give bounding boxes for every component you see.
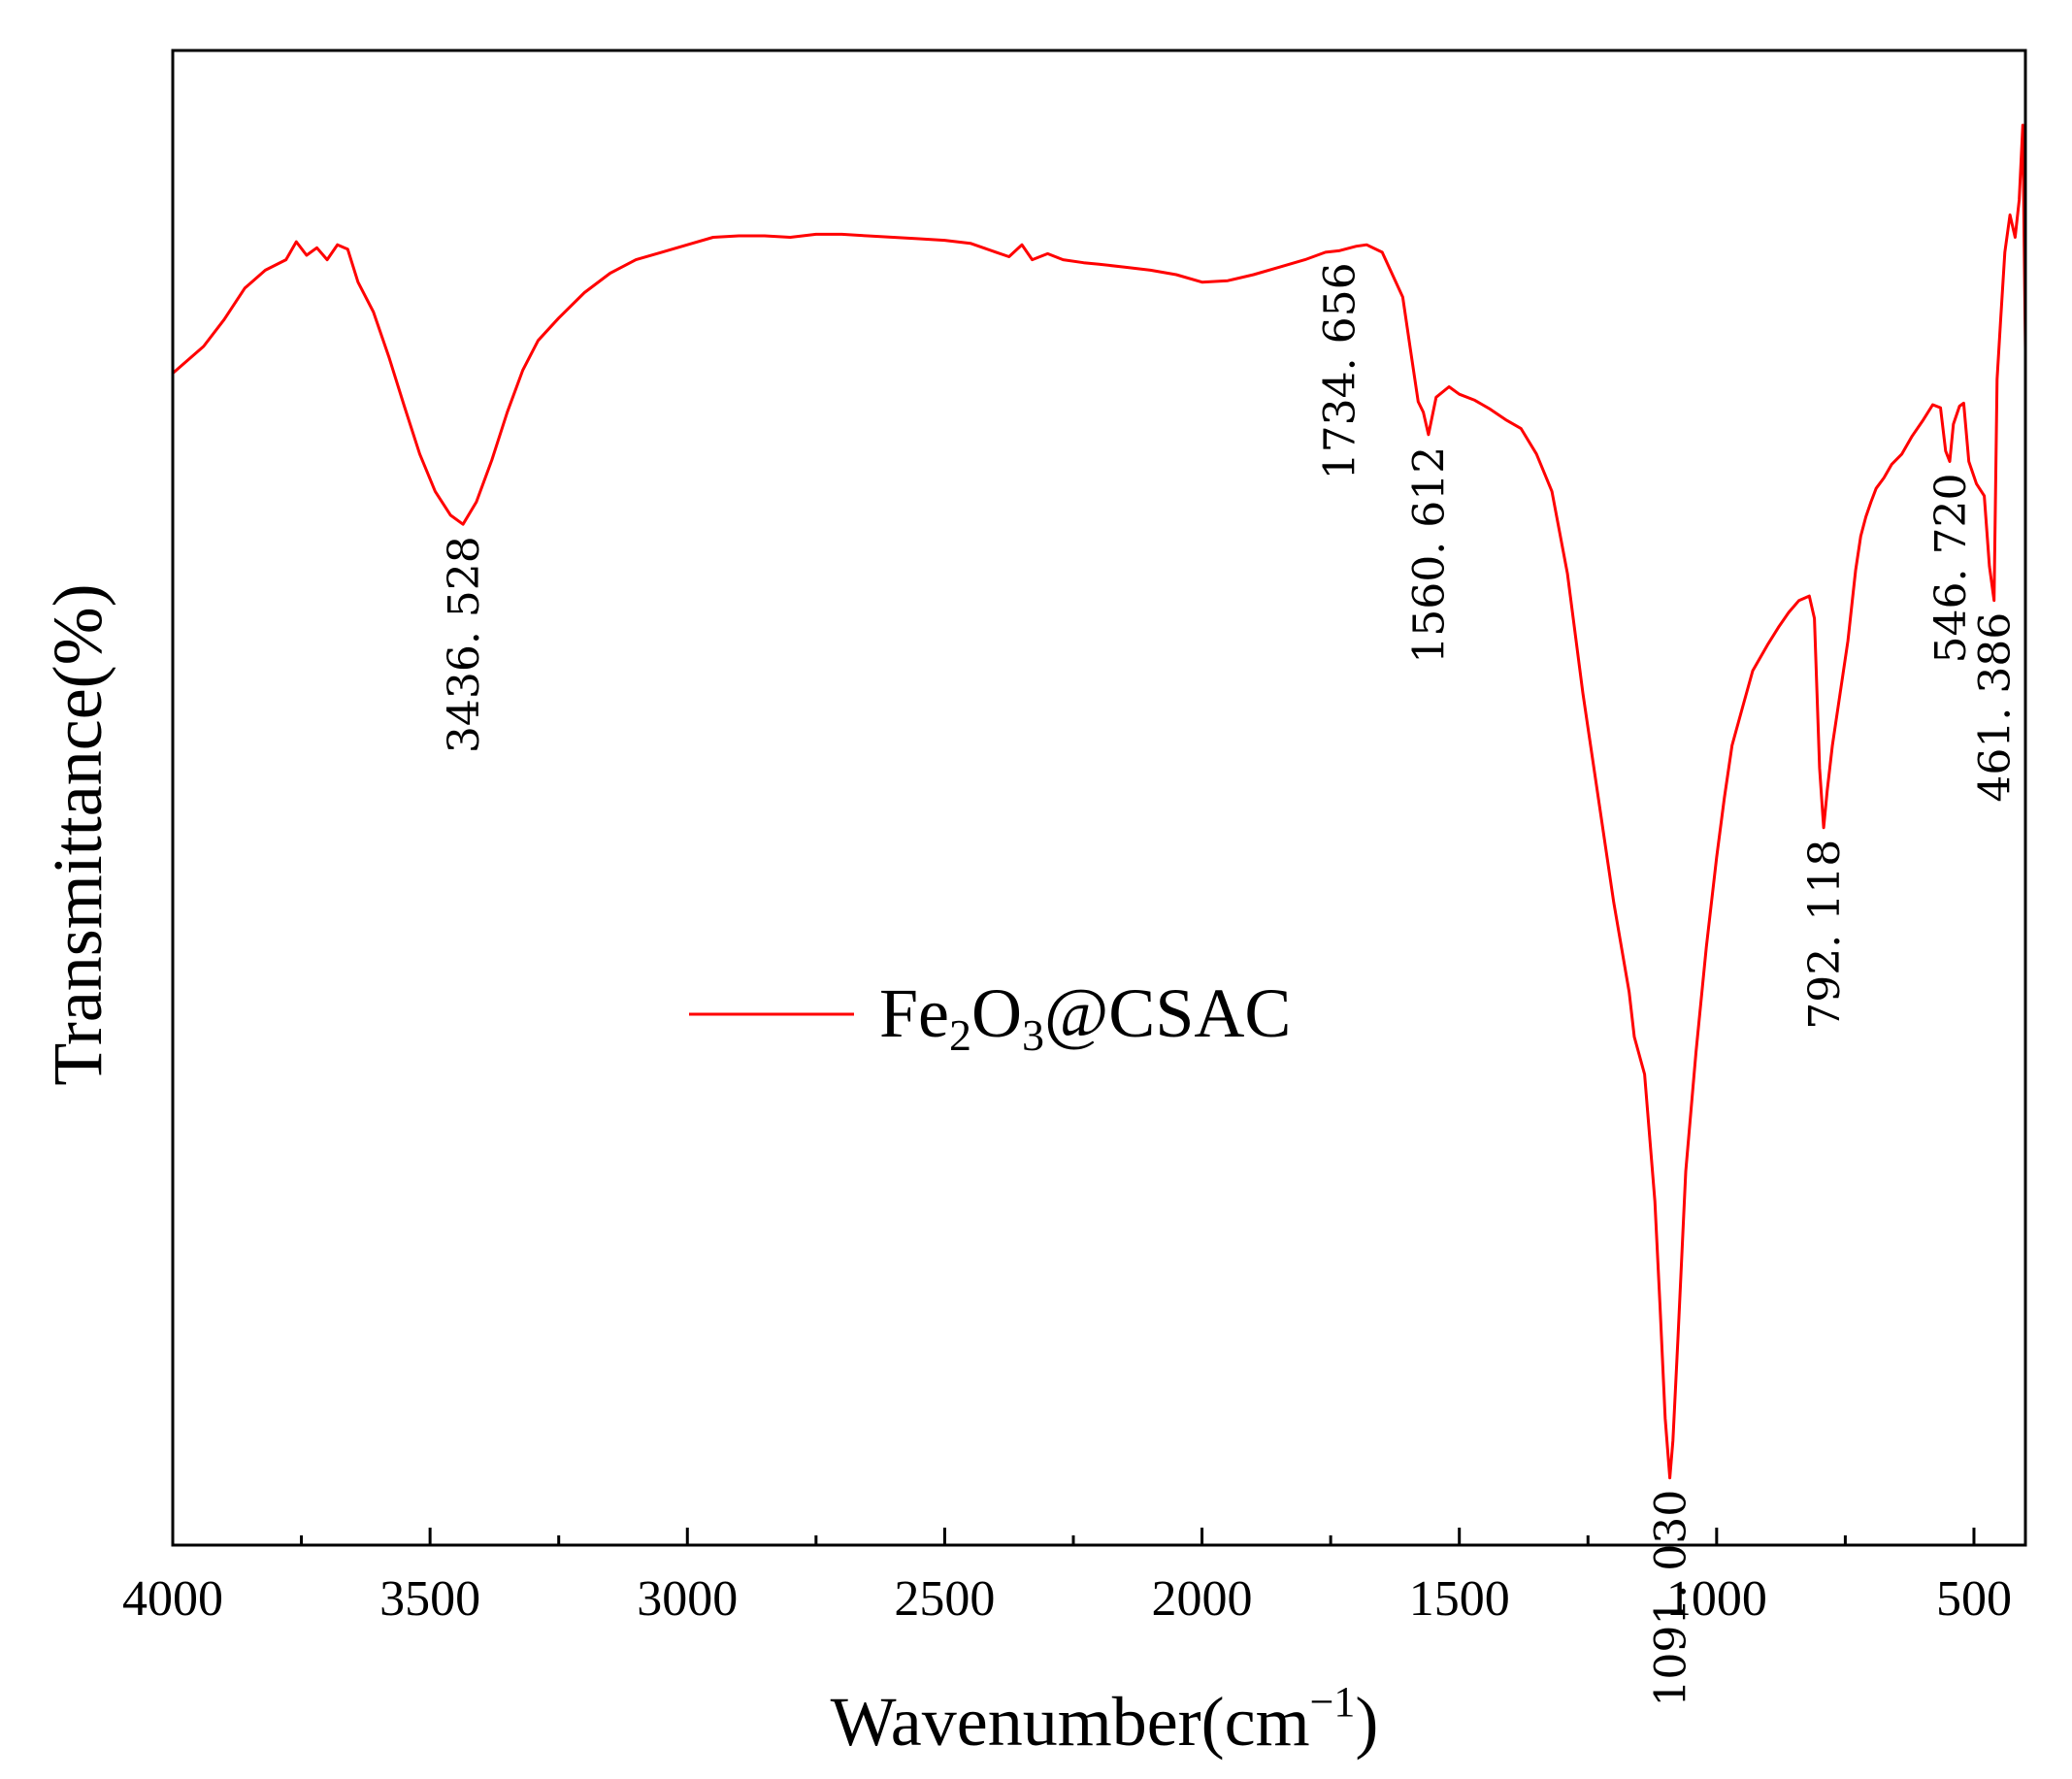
series-line-0	[172, 123, 2027, 1480]
plot-frame	[171, 49, 2027, 1547]
legend-label: Fe2O3@CSAC	[879, 974, 1291, 1060]
x-tick-label-3500: 3500	[379, 1571, 480, 1627]
x-tick-label-2500: 2500	[894, 1571, 995, 1627]
x-tick-label-4000: 4000	[122, 1571, 223, 1627]
x-axis-title: Wavenumber(cm−1)	[831, 1678, 1379, 1761]
plot-area: 3436. 528 1734. 656 1560. 612 1091. 030 792.…	[172, 123, 2027, 1707]
peak-label-3: 1091. 030	[1647, 1490, 1696, 1707]
legend: Fe2O3@CSAC	[689, 974, 1291, 1060]
peak-label-1: 1734. 656	[1315, 262, 1365, 479]
axes: 4000 3500 3000 2500 2000 1500 1000 500	[122, 49, 2027, 1627]
x-tick-label-3000: 3000	[637, 1571, 738, 1627]
legend-label-sub-3: 3	[1022, 1010, 1044, 1060]
peak-label-5: 546. 720	[1926, 474, 1976, 664]
x-axis-title-superscript: −1	[1310, 1678, 1356, 1726]
peak-label-6: 461. 386	[1970, 612, 2020, 803]
peak-label-4: 792. 118	[1800, 840, 1850, 1030]
x-tick-label-1000: 1000	[1666, 1571, 1767, 1627]
x-axis-title-main: Wavenumber(cm	[831, 1683, 1310, 1761]
y-axis-title: Transmittance(%)	[39, 583, 116, 1085]
legend-label-o: O	[971, 974, 1022, 1052]
legend-label-rest: @CSAC	[1044, 974, 1291, 1052]
x-tick-label-2000: 2000	[1152, 1571, 1253, 1627]
x-tick-label-500: 500	[1936, 1571, 2012, 1627]
x-axis-title-close: )	[1355, 1683, 1378, 1761]
peak-label-2: 1560. 612	[1405, 446, 1455, 664]
x-tick-label-1500: 1500	[1409, 1571, 1510, 1627]
peak-label-0: 3436. 528	[440, 536, 489, 753]
legend-label-sub-2: 2	[949, 1010, 971, 1060]
legend-label-fe: Fe	[879, 974, 949, 1052]
